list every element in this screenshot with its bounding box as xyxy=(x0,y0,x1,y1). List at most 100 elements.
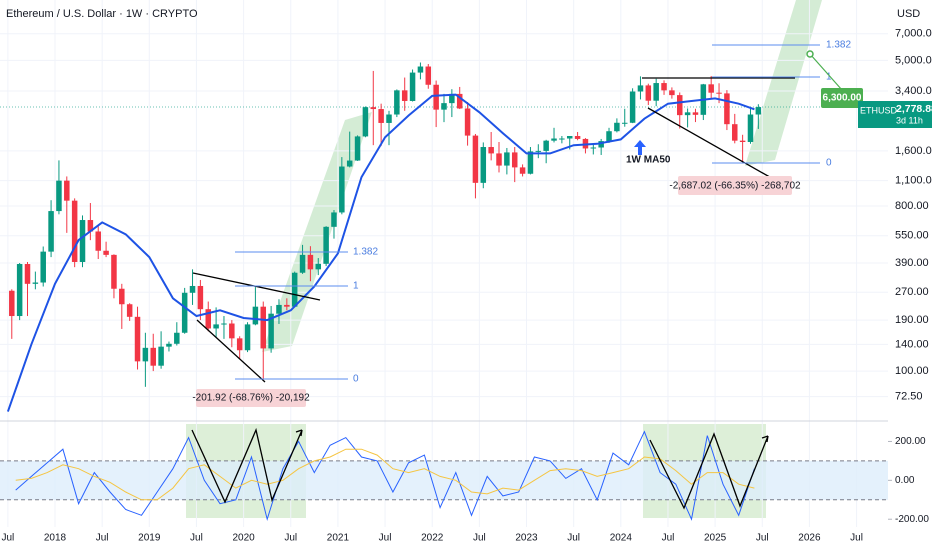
candle-body xyxy=(441,103,447,110)
candle-body xyxy=(24,264,31,284)
candle-body xyxy=(739,140,746,142)
fib-label: 1 xyxy=(353,281,359,292)
candle-body xyxy=(9,290,15,317)
candle-body xyxy=(276,304,282,314)
ma-label: 1W MA50 xyxy=(626,155,671,166)
target-point xyxy=(806,50,814,58)
candle-body xyxy=(527,151,534,174)
x-tick-label: Jul xyxy=(96,533,109,544)
candle-body xyxy=(205,309,211,329)
candle-body xyxy=(661,83,667,91)
candle-body xyxy=(244,324,251,351)
candle-body xyxy=(252,306,259,325)
y-tick-label: 5,000.00 xyxy=(895,54,932,66)
y-tick-label: 200.00 xyxy=(895,436,926,447)
y-tick-label: 140.00 xyxy=(895,338,929,350)
candle-body xyxy=(566,136,573,139)
indicator-band xyxy=(0,460,888,500)
candle-body xyxy=(71,200,78,262)
candle-body xyxy=(331,212,337,227)
candle-body xyxy=(260,306,267,349)
candle-body xyxy=(708,84,714,93)
candle-body xyxy=(464,108,471,136)
candle-body xyxy=(401,90,408,101)
target-line xyxy=(809,53,843,91)
y-tick-label: 270.00 xyxy=(895,286,929,298)
fib-label: 1 xyxy=(826,72,832,83)
candle-body xyxy=(378,109,384,123)
candle-body xyxy=(449,93,455,104)
candle-body xyxy=(724,93,730,125)
arrowhead xyxy=(761,435,769,443)
x-tick-label: Jul xyxy=(190,533,203,544)
candle-body xyxy=(456,93,463,109)
candle-body xyxy=(142,347,149,362)
candle-body xyxy=(653,83,659,101)
x-tick-label: 2020 xyxy=(232,533,255,544)
indicator-line xyxy=(15,430,755,522)
candle-body xyxy=(606,131,612,142)
candle-body xyxy=(103,250,109,255)
trendline xyxy=(196,319,266,383)
fib-label: 0 xyxy=(826,158,832,169)
x-tick-label: Jul xyxy=(473,533,486,544)
candle-body xyxy=(284,304,290,307)
measure-box xyxy=(196,389,306,407)
candle-body xyxy=(32,282,39,284)
candle-body xyxy=(346,160,353,167)
y-tick-label: -200.00 xyxy=(895,514,929,525)
y-tick-label: 72.50 xyxy=(895,391,923,403)
candle-body xyxy=(669,90,675,96)
candle-body xyxy=(16,264,23,317)
candle-body xyxy=(417,66,424,73)
x-tick-label: Jul xyxy=(284,533,297,544)
y-tick-label: 1,100.00 xyxy=(895,175,932,187)
candle-body xyxy=(291,272,298,307)
candle-body xyxy=(174,332,180,344)
x-tick-label: Jul xyxy=(850,533,863,544)
candle-body xyxy=(590,147,597,149)
x-tick-label: Jul xyxy=(379,533,392,544)
candle-body xyxy=(236,338,243,351)
candle-body xyxy=(150,347,156,366)
candle-body xyxy=(79,220,86,262)
last-price: 2,778.88 xyxy=(896,103,932,115)
candle-body xyxy=(221,323,227,325)
candle-body xyxy=(511,152,518,168)
candle-body xyxy=(181,292,188,333)
candle-body xyxy=(716,92,722,94)
candle-body xyxy=(409,72,416,101)
candle-body xyxy=(637,85,644,92)
candle-body xyxy=(189,285,196,293)
candle-body xyxy=(111,254,117,289)
y-tick-label: 0.00 xyxy=(895,475,915,486)
x-tick-label: 2023 xyxy=(515,533,538,544)
candle-body xyxy=(574,136,581,139)
candle-body xyxy=(299,254,306,273)
x-tick-label: Jul xyxy=(756,533,769,544)
x-tick-label: 2022 xyxy=(421,533,444,544)
candle-body xyxy=(480,147,487,183)
candle-body xyxy=(472,135,479,183)
y-tick-label: 390.00 xyxy=(895,257,929,269)
candle-body xyxy=(166,343,172,347)
candle-body xyxy=(323,226,329,264)
candle-body xyxy=(339,166,345,213)
chart-title: Ethereum / U.S. Dollar · 1W · CRYPTO xyxy=(6,8,198,20)
candle-body xyxy=(315,263,322,270)
candle-body xyxy=(747,114,754,142)
zigzag xyxy=(191,427,303,504)
candle-body xyxy=(268,313,274,349)
candle-body xyxy=(488,147,494,154)
candle-body xyxy=(755,107,762,115)
x-tick-label: 2019 xyxy=(138,533,161,544)
candle-body xyxy=(354,136,361,161)
candle-body xyxy=(621,122,628,124)
candle-body xyxy=(598,141,604,148)
candle-body xyxy=(614,122,620,132)
candle-body xyxy=(535,150,542,152)
candle-body xyxy=(158,346,164,366)
candle-body xyxy=(386,114,392,123)
currency: USD xyxy=(897,8,920,20)
